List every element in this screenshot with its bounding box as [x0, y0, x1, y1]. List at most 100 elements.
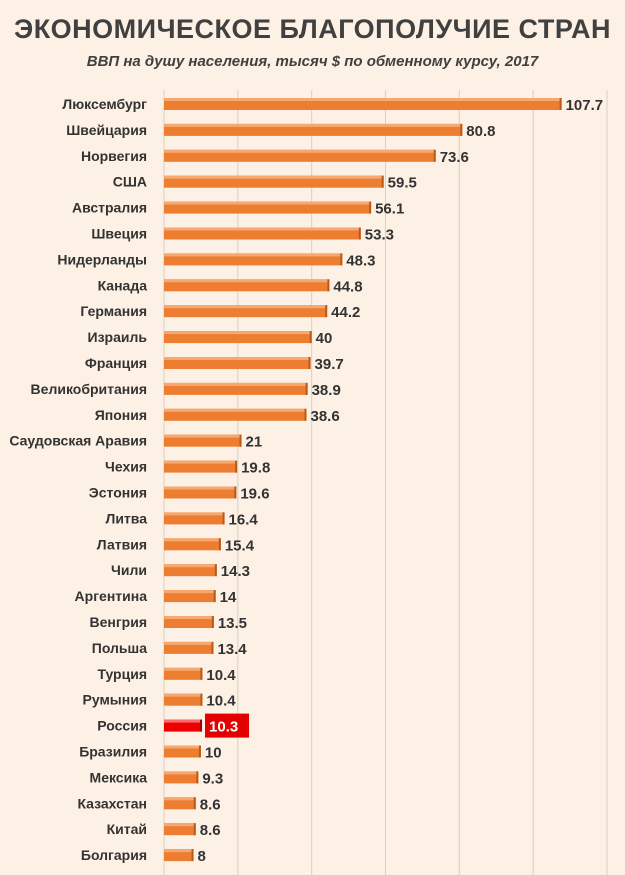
bar-highlight: [164, 434, 242, 438]
bar-edge: [234, 486, 237, 499]
value-label: 59.5: [388, 175, 417, 192]
bar-edge: [358, 227, 361, 240]
category-label: Норвегия: [81, 148, 147, 164]
bar-highlight: [164, 357, 311, 360]
chart-title: ЭКОНОМИЧЕСКОЕ БЛАГОПОЛУЧИЕ СТРАН: [13, 14, 611, 44]
value-label: 13.4: [217, 641, 247, 658]
bar-highlight: [164, 564, 217, 568]
bar-edge: [460, 123, 463, 136]
bar-highlight: [164, 823, 196, 827]
highlight-label-box: [205, 713, 250, 738]
value-label: 44.8: [333, 278, 362, 295]
bars: [164, 98, 562, 862]
category-label: Франция: [85, 355, 147, 371]
bar-highlight: [164, 486, 237, 490]
bar-highlight: [164, 201, 372, 205]
category-label: Румыния: [83, 692, 147, 708]
bar-highlight: [164, 667, 203, 671]
bar-edge: [305, 382, 308, 395]
bar-edge: [325, 305, 328, 318]
value-label: 40: [316, 330, 333, 347]
category-label: Чили: [111, 562, 147, 578]
value-label: 19.8: [241, 460, 270, 477]
category-label: США: [113, 174, 147, 190]
value-label: 38.6: [310, 408, 339, 425]
value-label: 38.9: [312, 382, 341, 399]
bar-highlight: [164, 771, 199, 775]
value-label: 53.3: [365, 227, 394, 244]
category-label: Бразилия: [79, 744, 147, 760]
category-label: Швеция: [91, 226, 147, 242]
value-label: 21: [246, 434, 263, 451]
value-label: 44.2: [331, 304, 360, 321]
category-label: Саудовская Аравия: [9, 433, 147, 449]
bar-highlight: [164, 616, 214, 619]
bar-edge: [369, 201, 372, 214]
bar-highlight: [164, 538, 221, 542]
bar-highlight: [164, 512, 225, 516]
bar-edge: [235, 460, 238, 473]
bar-edge: [309, 331, 312, 344]
bar-edge: [200, 667, 203, 680]
category-label: Германия: [80, 303, 147, 319]
bar-highlight: [164, 253, 343, 257]
gridlines: [163, 90, 608, 875]
category-label: Латвия: [97, 536, 147, 552]
bar-highlight: [164, 175, 384, 179]
bar-highlight: [164, 382, 308, 386]
category-label: Литва: [106, 510, 148, 526]
value-label: 8.6: [200, 822, 221, 839]
value-label: 39.7: [315, 356, 344, 373]
bar-edge: [198, 745, 201, 758]
bar-highlight: [164, 408, 307, 412]
bar-highlight: [164, 98, 562, 101]
bar-highlight: [164, 149, 436, 153]
category-label: Канада: [98, 277, 148, 293]
value-label: 56.1: [375, 201, 404, 218]
category-label: Китай: [107, 821, 147, 837]
bar-edge: [191, 849, 194, 862]
category-label: Турция: [97, 666, 147, 682]
bar-edge: [222, 512, 225, 525]
value-label: 14.3: [221, 563, 250, 580]
bar-edge: [218, 538, 221, 551]
bar-highlight: [164, 460, 238, 464]
category-label: Болгария: [81, 847, 147, 863]
category-label: Израиль: [88, 329, 148, 345]
category-label: Люксембург: [62, 96, 147, 112]
category-label: Нидерланды: [57, 251, 147, 267]
category-label: Аргентина: [75, 588, 148, 604]
category-label: Мексика: [90, 769, 148, 785]
bar-edge: [193, 797, 196, 810]
bar-edge: [304, 408, 307, 421]
bar-edge: [200, 719, 203, 732]
value-label: 10.4: [206, 667, 236, 684]
category-label: Австралия: [72, 200, 147, 216]
bar-edge: [559, 98, 562, 110]
bar-edge: [196, 771, 199, 784]
value-label: 14: [220, 589, 237, 606]
bar-edge: [433, 149, 436, 162]
bar-edge: [239, 434, 242, 447]
value-label: 10.4: [206, 693, 236, 710]
bar-highlight: [164, 745, 201, 749]
value-label: 80.8: [466, 123, 495, 140]
bar-edge: [193, 823, 196, 836]
bar-highlight: [164, 590, 216, 594]
category-label: Казахстан: [77, 795, 147, 811]
bar-edge: [213, 590, 216, 603]
value-label: 48.3: [346, 252, 375, 269]
bar-highlight: [164, 305, 328, 309]
value-label: 16.4: [229, 511, 259, 528]
bar: [164, 123, 463, 136]
bar-edge: [381, 175, 384, 188]
value-label: 73.6: [440, 149, 469, 166]
bar-highlight: [164, 693, 203, 697]
bar-edge: [211, 641, 214, 654]
bar-highlight: [164, 123, 463, 127]
bar-edge: [214, 564, 217, 577]
value-label: 10.3: [209, 719, 238, 736]
chart-subtitle: ВВП на душу населения, тысяч $ по обменн…: [86, 53, 539, 70]
bar-highlight: [164, 279, 330, 283]
